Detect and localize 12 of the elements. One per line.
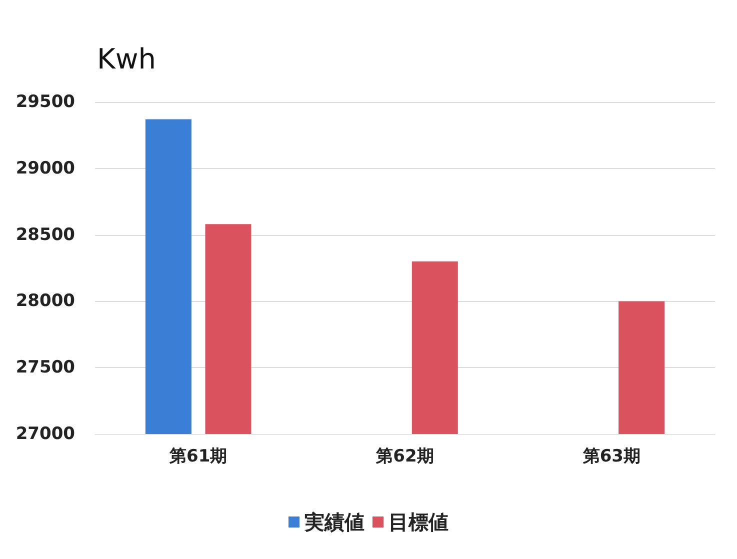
x-tick-label: 第61期	[168, 446, 228, 466]
x-tick-label: 第62期	[375, 446, 434, 466]
y-tick-label: 29000	[16, 158, 76, 178]
x-tick-label: 第63期	[582, 446, 641, 466]
y-tick-label: 28500	[16, 224, 76, 245]
legend-label: 目標値	[388, 510, 448, 534]
y-tick-label: 27500	[16, 358, 76, 378]
y-tick-label: 27000	[16, 424, 76, 444]
y-axis-title: Kwh	[97, 42, 156, 76]
y-tick-label: 29500	[16, 92, 76, 112]
legend-label: 実績値	[304, 510, 364, 534]
y-tick-label: 28000	[16, 291, 76, 312]
